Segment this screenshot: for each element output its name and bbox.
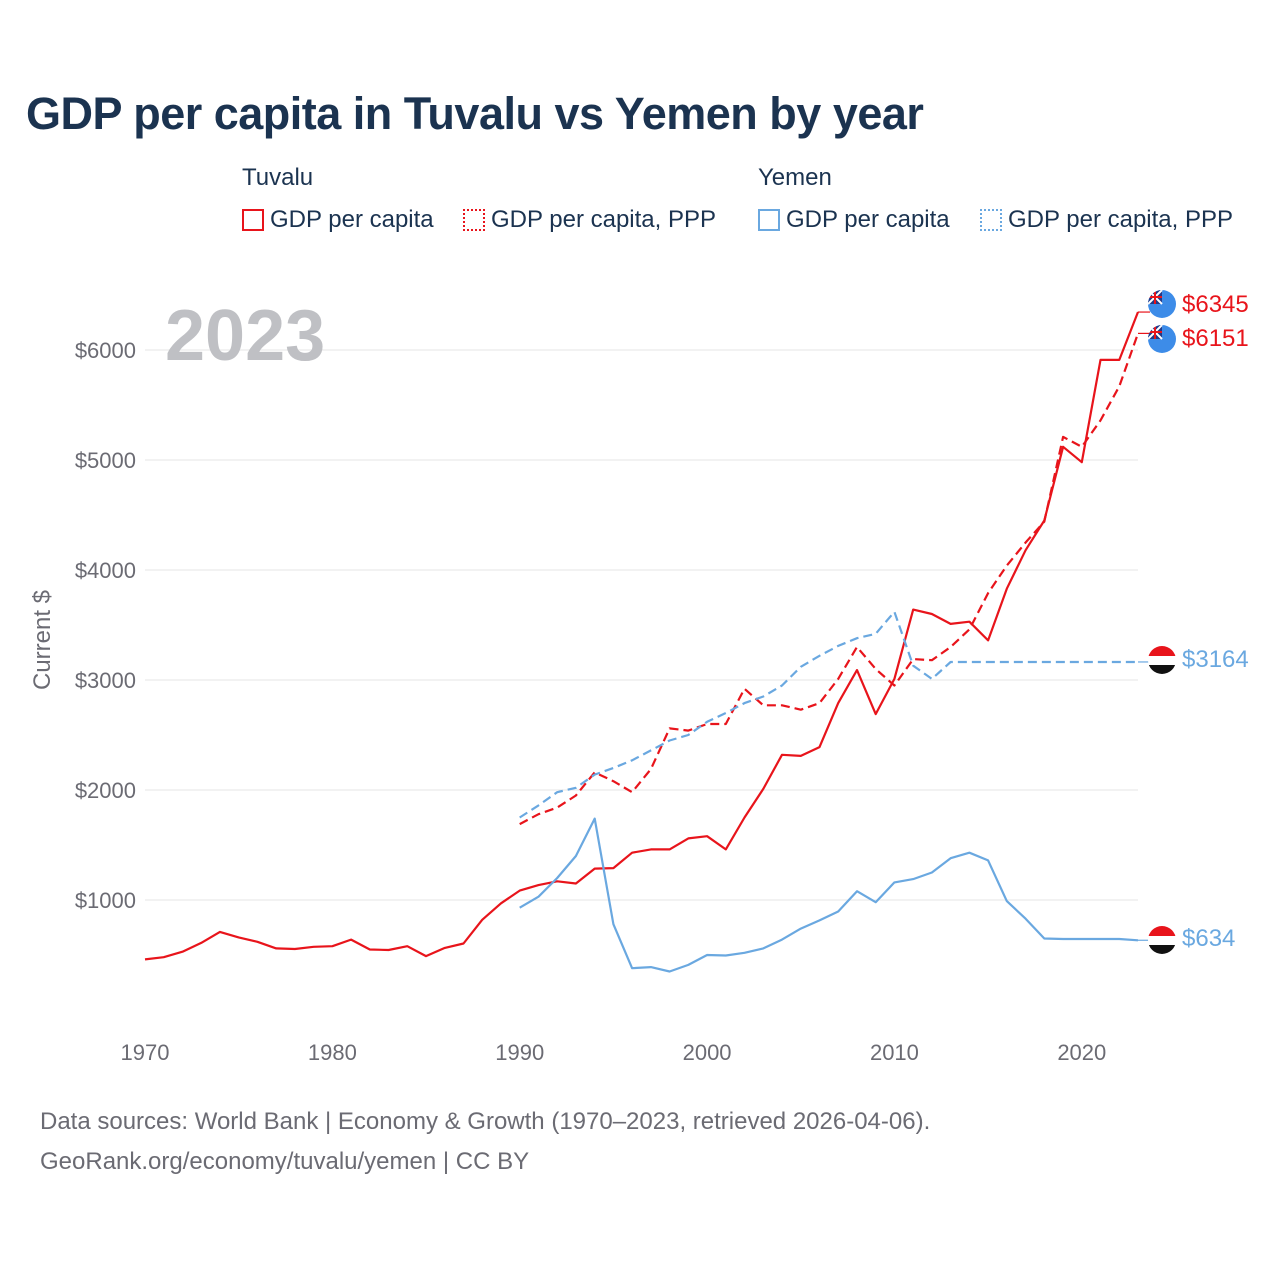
x-tick-label: 1970 xyxy=(121,1040,170,1065)
x-tick-label: 2000 xyxy=(683,1040,732,1065)
yemen-flag-icon xyxy=(1148,926,1176,954)
series-line-tuvalu-dashed xyxy=(519,333,1140,826)
legend-swatch-yemen-dashed xyxy=(980,209,1002,231)
footer-sources: Data sources: World Bank | Economy & Gro… xyxy=(40,1108,931,1135)
y-tick-label: $2000 xyxy=(75,778,136,803)
year-label: 2023 xyxy=(165,296,325,376)
legend-country-tuvalu: Tuvalu xyxy=(242,164,314,191)
x-tick-label: 2010 xyxy=(870,1040,919,1065)
end-label-yemen-ppp: $3164 xyxy=(1182,646,1249,673)
legend-swatch-tuvalu-dashed xyxy=(463,209,485,231)
y-tick-label: $3000 xyxy=(75,668,136,693)
y-axis-ticks: $1000 $2000 $3000 $4000 $5000 $6000 xyxy=(75,338,136,913)
legend-tuvalu-ppp[interactable]: GDP per capita, PPP xyxy=(463,206,716,234)
tuvalu-flag-icon xyxy=(1148,290,1176,318)
end-label-yemen-gdp: $634 xyxy=(1182,925,1235,952)
footer-credit: GeoRank.org/economy/tuvalu/yemen | CC BY xyxy=(40,1148,530,1175)
end-label-tuvalu-ppp: $6151 xyxy=(1182,325,1249,352)
y-tick-label: $5000 xyxy=(75,448,136,473)
legend-country-yemen: Yemen xyxy=(758,164,832,191)
series-line-yemen-dashed xyxy=(519,610,1138,819)
series-line-yemen-solid xyxy=(519,817,1139,973)
legend-swatch-tuvalu-solid xyxy=(242,209,264,231)
grid-lines xyxy=(145,349,1138,901)
y-tick-label: $6000 xyxy=(75,338,136,363)
y-tick-label: $4000 xyxy=(75,558,136,583)
x-tick-label: 1990 xyxy=(495,1040,544,1065)
tuvalu-flag-icon xyxy=(1148,325,1176,353)
y-axis-label: Current $ xyxy=(29,590,56,690)
legend-label: GDP per capita, PPP xyxy=(1008,206,1233,233)
chart-title: GDP per capita in Tuvalu vs Yemen by yea… xyxy=(26,88,924,139)
legend-label: GDP per capita xyxy=(270,206,434,233)
legend-label: GDP per capita, PPP xyxy=(491,206,716,233)
series-lines xyxy=(144,311,1150,973)
yemen-flag-icon xyxy=(1148,646,1176,674)
legend-tuvalu-gdp[interactable]: GDP per capita xyxy=(242,206,434,234)
x-axis-ticks: 1970 1980 1990 2000 2010 2020 xyxy=(121,1040,1107,1065)
x-tick-label: 2020 xyxy=(1057,1040,1106,1065)
legend-yemen-gdp[interactable]: GDP per capita xyxy=(758,206,950,234)
y-tick-label: $1000 xyxy=(75,888,136,913)
legend-swatch-yemen-solid xyxy=(758,209,780,231)
end-label-tuvalu-gdp: $6345 xyxy=(1182,291,1249,318)
legend-label: GDP per capita xyxy=(786,206,950,233)
legend-yemen-ppp[interactable]: GDP per capita, PPP xyxy=(980,206,1233,234)
x-tick-label: 1980 xyxy=(308,1040,357,1065)
